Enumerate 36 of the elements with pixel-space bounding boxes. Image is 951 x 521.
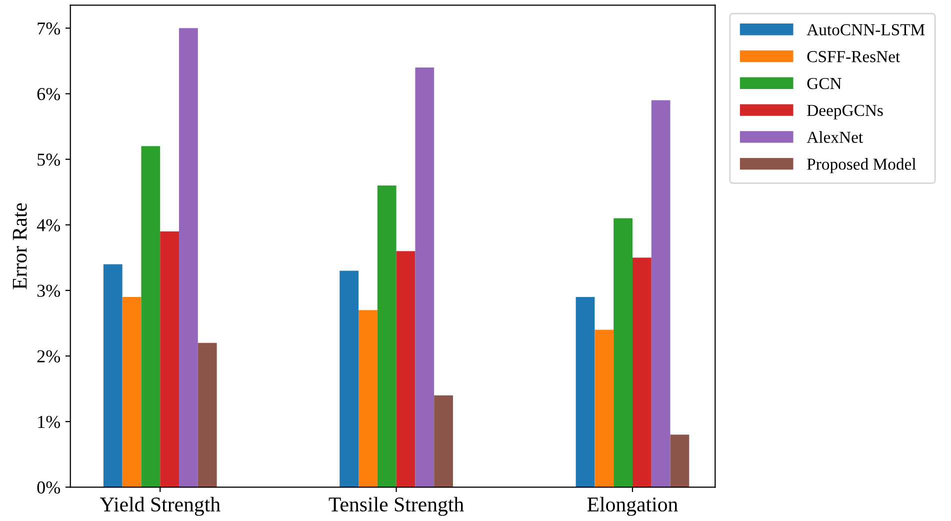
bar (632, 258, 652, 488)
bar (670, 434, 690, 488)
bar (198, 342, 217, 488)
bar (576, 296, 595, 488)
bar (651, 100, 670, 488)
legend-label: AlexNet (806, 131, 863, 143)
legend-label: CSFF-ResNet (807, 51, 900, 62)
bar (594, 330, 614, 488)
bar (614, 218, 632, 488)
bar (396, 251, 416, 488)
y-tick-label: 1% (38, 416, 60, 428)
y-axis-title: Error Rate (12, 203, 27, 290)
y-tick-label: 5% (38, 154, 60, 166)
legend-label: DeepGCNs (807, 104, 883, 120)
y-tick-label: 2% (37, 350, 60, 362)
y-tick-label: 3% (37, 284, 60, 297)
bar (340, 270, 359, 488)
y-tick-label: 0% (37, 481, 60, 494)
legend-label: Proposed Model (807, 158, 916, 174)
x-tick-label: Yield Strength (100, 496, 220, 516)
x-tick-label: Tensile Strength (328, 496, 464, 516)
bar (415, 68, 434, 488)
y-tick-label: 4% (36, 219, 60, 232)
legend-label: AutoCNN-LSTM (806, 24, 925, 36)
bar (103, 264, 122, 488)
bar (377, 186, 396, 488)
y-tick-label: 7% (38, 22, 60, 35)
legend-label: GCN (807, 78, 842, 90)
bar (141, 146, 160, 488)
bar (160, 231, 180, 488)
bar (122, 296, 142, 488)
bar (434, 395, 453, 488)
bar (179, 28, 198, 488)
bar (358, 310, 378, 488)
x-tick-label: Elongation (587, 496, 678, 516)
y-tick-label: 6% (37, 88, 60, 100)
